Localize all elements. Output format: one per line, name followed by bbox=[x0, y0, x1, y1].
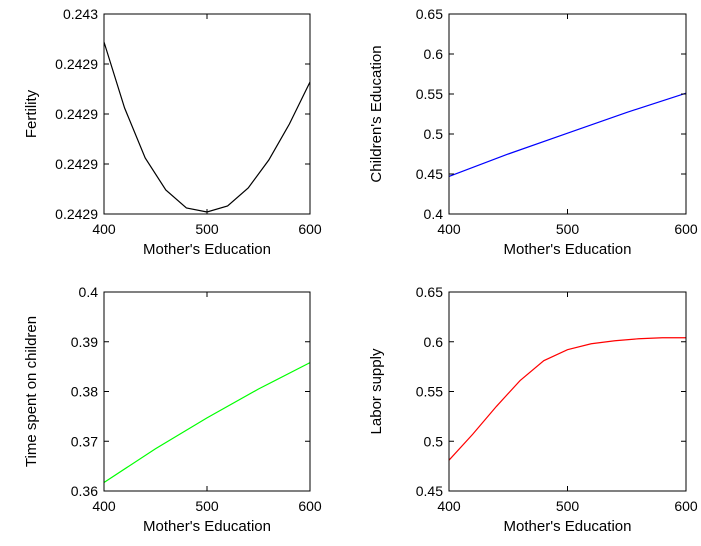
panel-children-s-education-x-tick-label: 500 bbox=[556, 221, 580, 237]
panel-labor-supply-axes-frame bbox=[448, 291, 687, 492]
panel-time-spent-on-children-x-tick-label: 600 bbox=[298, 498, 322, 514]
panel-children-s-education-x-tick-label: 600 bbox=[674, 221, 698, 237]
panel-time-spent-on-children-y-tick-label: 0.38 bbox=[71, 384, 98, 400]
panel-children-s-education-x-tick-label: 400 bbox=[437, 221, 461, 237]
panel-time-spent-on-children: 400 500 600 0.36 0.37 0.38 0.39 0.4 Mother's Edu… bbox=[23, 284, 322, 535]
panel-labor-supply-x-tick-label: 600 bbox=[674, 498, 698, 514]
panel-children-s-education-y-tick-label: 0.65 bbox=[416, 6, 443, 22]
panel-fertility-y-tick-label: 0.243 bbox=[63, 6, 98, 22]
panel-fertility-x-tick-label: 400 bbox=[92, 221, 116, 237]
panel-children-s-education-y-tick-label: 0.5 bbox=[424, 126, 444, 142]
panel-labor-supply-y-tick-label: 0.6 bbox=[424, 334, 444, 350]
panel-time-spent-on-children-axes-frame bbox=[103, 291, 311, 492]
panel-fertility-y-tick-label: 0.2429 bbox=[55, 106, 98, 122]
panel-fertility-y-tick-label: 0.2429 bbox=[55, 56, 98, 72]
panel-labor-supply-y-axis-label: Labor supply bbox=[368, 348, 385, 434]
panel-fertility-series-line bbox=[103, 41, 311, 213]
panel-time-spent-on-children-y-tick-label: 0.4 bbox=[79, 284, 99, 300]
panel-children-s-education-x-axis-label: Mother's Education bbox=[504, 241, 632, 258]
panel-children-s-education-axes-frame bbox=[448, 13, 687, 215]
panel-children-s-education-y-tick-label: 0.55 bbox=[416, 86, 443, 102]
panel-children-s-education-series-line bbox=[448, 92, 687, 177]
panel-time-spent-on-children-y-tick-label: 0.37 bbox=[71, 433, 98, 449]
panel-fertility: 400 500 600 0.2429 0.2429 0.2429 0.2429 0.243 Mo… bbox=[23, 6, 322, 258]
panel-labor-supply-y-tick-label: 0.65 bbox=[416, 284, 443, 300]
panel-children-s-education-y-tick-label: 0.6 bbox=[424, 46, 444, 62]
panel-labor-supply-y-tick-label: 0.55 bbox=[416, 384, 443, 400]
panel-fertility-axes-frame bbox=[103, 13, 311, 215]
panel-labor-supply-y-tick-label: 0.5 bbox=[424, 433, 444, 449]
panel-time-spent-on-children-series-line bbox=[103, 362, 311, 484]
panel-fertility-y-tick-label: 0.2429 bbox=[55, 156, 98, 172]
panel-time-spent-on-children-x-tick-label: 500 bbox=[195, 498, 219, 514]
panel-children-s-education-y-axis-label: Children's Education bbox=[368, 45, 385, 182]
panel-time-spent-on-children-y-tick-label: 0.39 bbox=[71, 334, 98, 350]
panel-children-s-education-y-tick-label: 0.45 bbox=[416, 166, 443, 182]
panel-labor-supply-x-tick-label: 500 bbox=[556, 498, 580, 514]
panel-fertility-x-tick-label: 600 bbox=[298, 221, 322, 237]
panel-fertility-y-axis-label: Fertility bbox=[23, 89, 40, 138]
panel-labor-supply-series-line bbox=[448, 337, 686, 461]
panel-labor-supply-x-axis-label: Mother's Education bbox=[504, 518, 632, 535]
panel-time-spent-on-children-y-axis-label: Time spent on children bbox=[23, 316, 40, 467]
panel-labor-supply-y-tick-label: 0.45 bbox=[416, 483, 443, 499]
panel-fertility-x-tick-label: 500 bbox=[195, 221, 219, 237]
panel-time-spent-on-children-x-axis-label: Mother's Education bbox=[143, 518, 271, 535]
panel-fertility-x-axis-label: Mother's Education bbox=[143, 241, 271, 258]
panel-children-s-education-y-tick-label: 0.4 bbox=[424, 206, 444, 222]
panel-fertility-y-tick-label: 0.2429 bbox=[55, 206, 98, 222]
panel-time-spent-on-children-x-tick-label: 400 bbox=[92, 498, 116, 514]
panel-time-spent-on-children-y-tick-label: 0.36 bbox=[71, 483, 98, 499]
panel-children-s-education: 400 500 600 0.4 0.45 0.5 0.55 0.6 0.65 Mother's E… bbox=[368, 6, 698, 258]
panel-labor-supply: 400 500 600 0.45 0.5 0.55 0.6 0.65 Mother's Educ… bbox=[368, 284, 698, 535]
panel-labor-supply-x-tick-label: 400 bbox=[437, 498, 461, 514]
